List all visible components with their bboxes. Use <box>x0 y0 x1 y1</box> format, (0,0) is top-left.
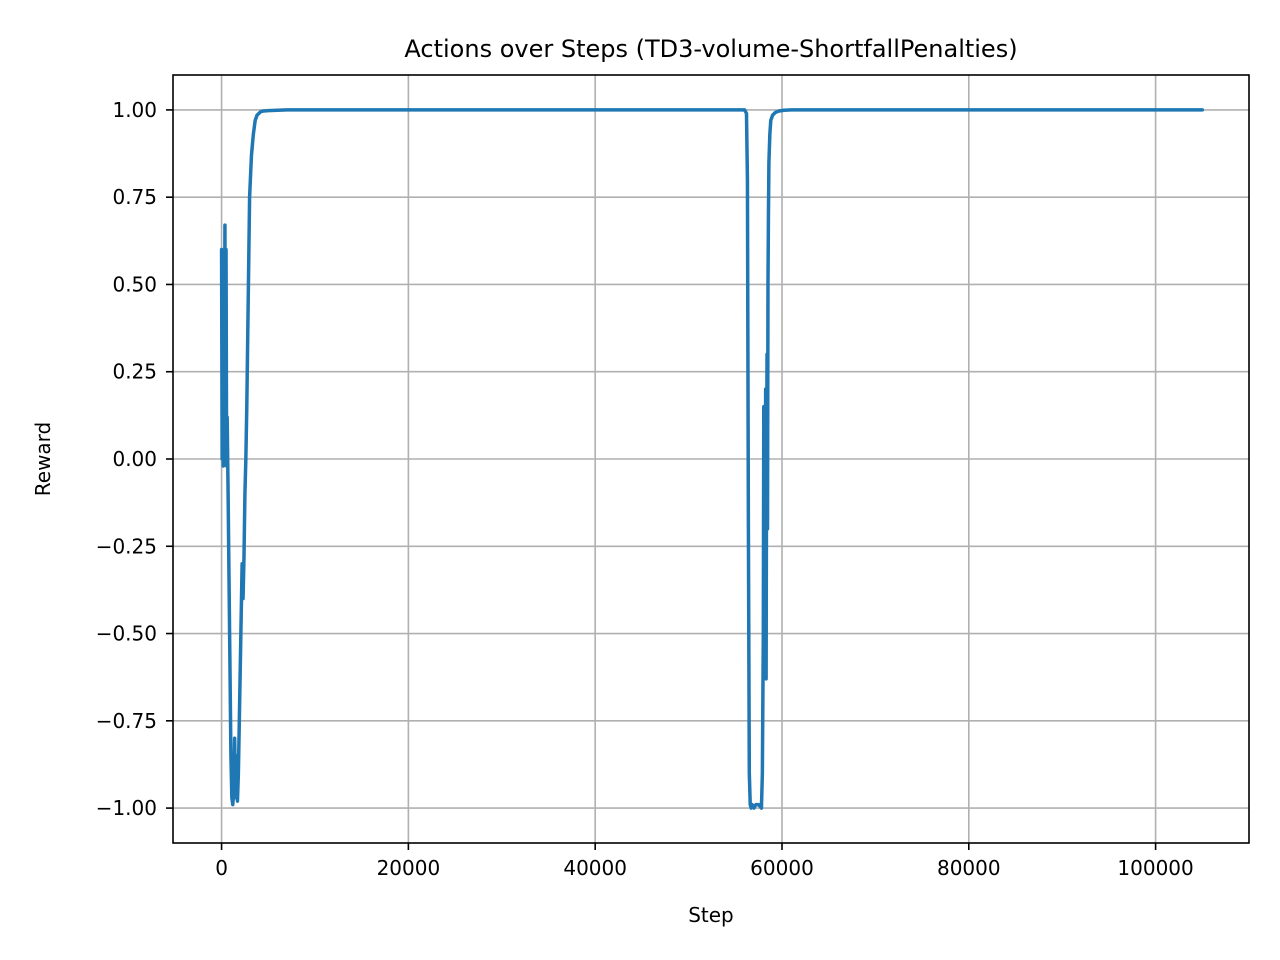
y-tick-label: −0.75 <box>96 709 157 733</box>
tick-layer: 0 20000 40000 60000 80000 100000 1.00 0.75 0.50 0… <box>96 98 1194 880</box>
x-tick-label: 60000 <box>750 856 814 880</box>
y-axis-label: Reward <box>31 422 55 496</box>
x-tick-label: 40000 <box>563 856 627 880</box>
y-tick-label: −1.00 <box>96 796 157 820</box>
series-layer <box>219 108 1205 810</box>
y-tick-label: −0.50 <box>96 622 157 646</box>
y-tick-label: 1.00 <box>112 98 157 122</box>
chart-title: Actions over Steps (TD3-volume-Shortfall… <box>404 35 1017 63</box>
y-tick-label: −0.25 <box>96 534 157 558</box>
x-tick-label: 80000 <box>937 856 1001 880</box>
series-line-0 <box>219 108 1205 810</box>
y-tick-label: 0.50 <box>112 272 157 296</box>
x-tick-label: 0 <box>215 856 228 880</box>
x-axis-label: Step <box>688 903 734 927</box>
y-tick-label: 0.75 <box>112 185 157 209</box>
y-tick-label: 0.25 <box>112 360 157 384</box>
x-tick-label: 100000 <box>1117 856 1193 880</box>
x-tick-label: 20000 <box>377 856 441 880</box>
y-tick-label: 0.00 <box>112 447 157 471</box>
grid-layer <box>173 75 1249 843</box>
